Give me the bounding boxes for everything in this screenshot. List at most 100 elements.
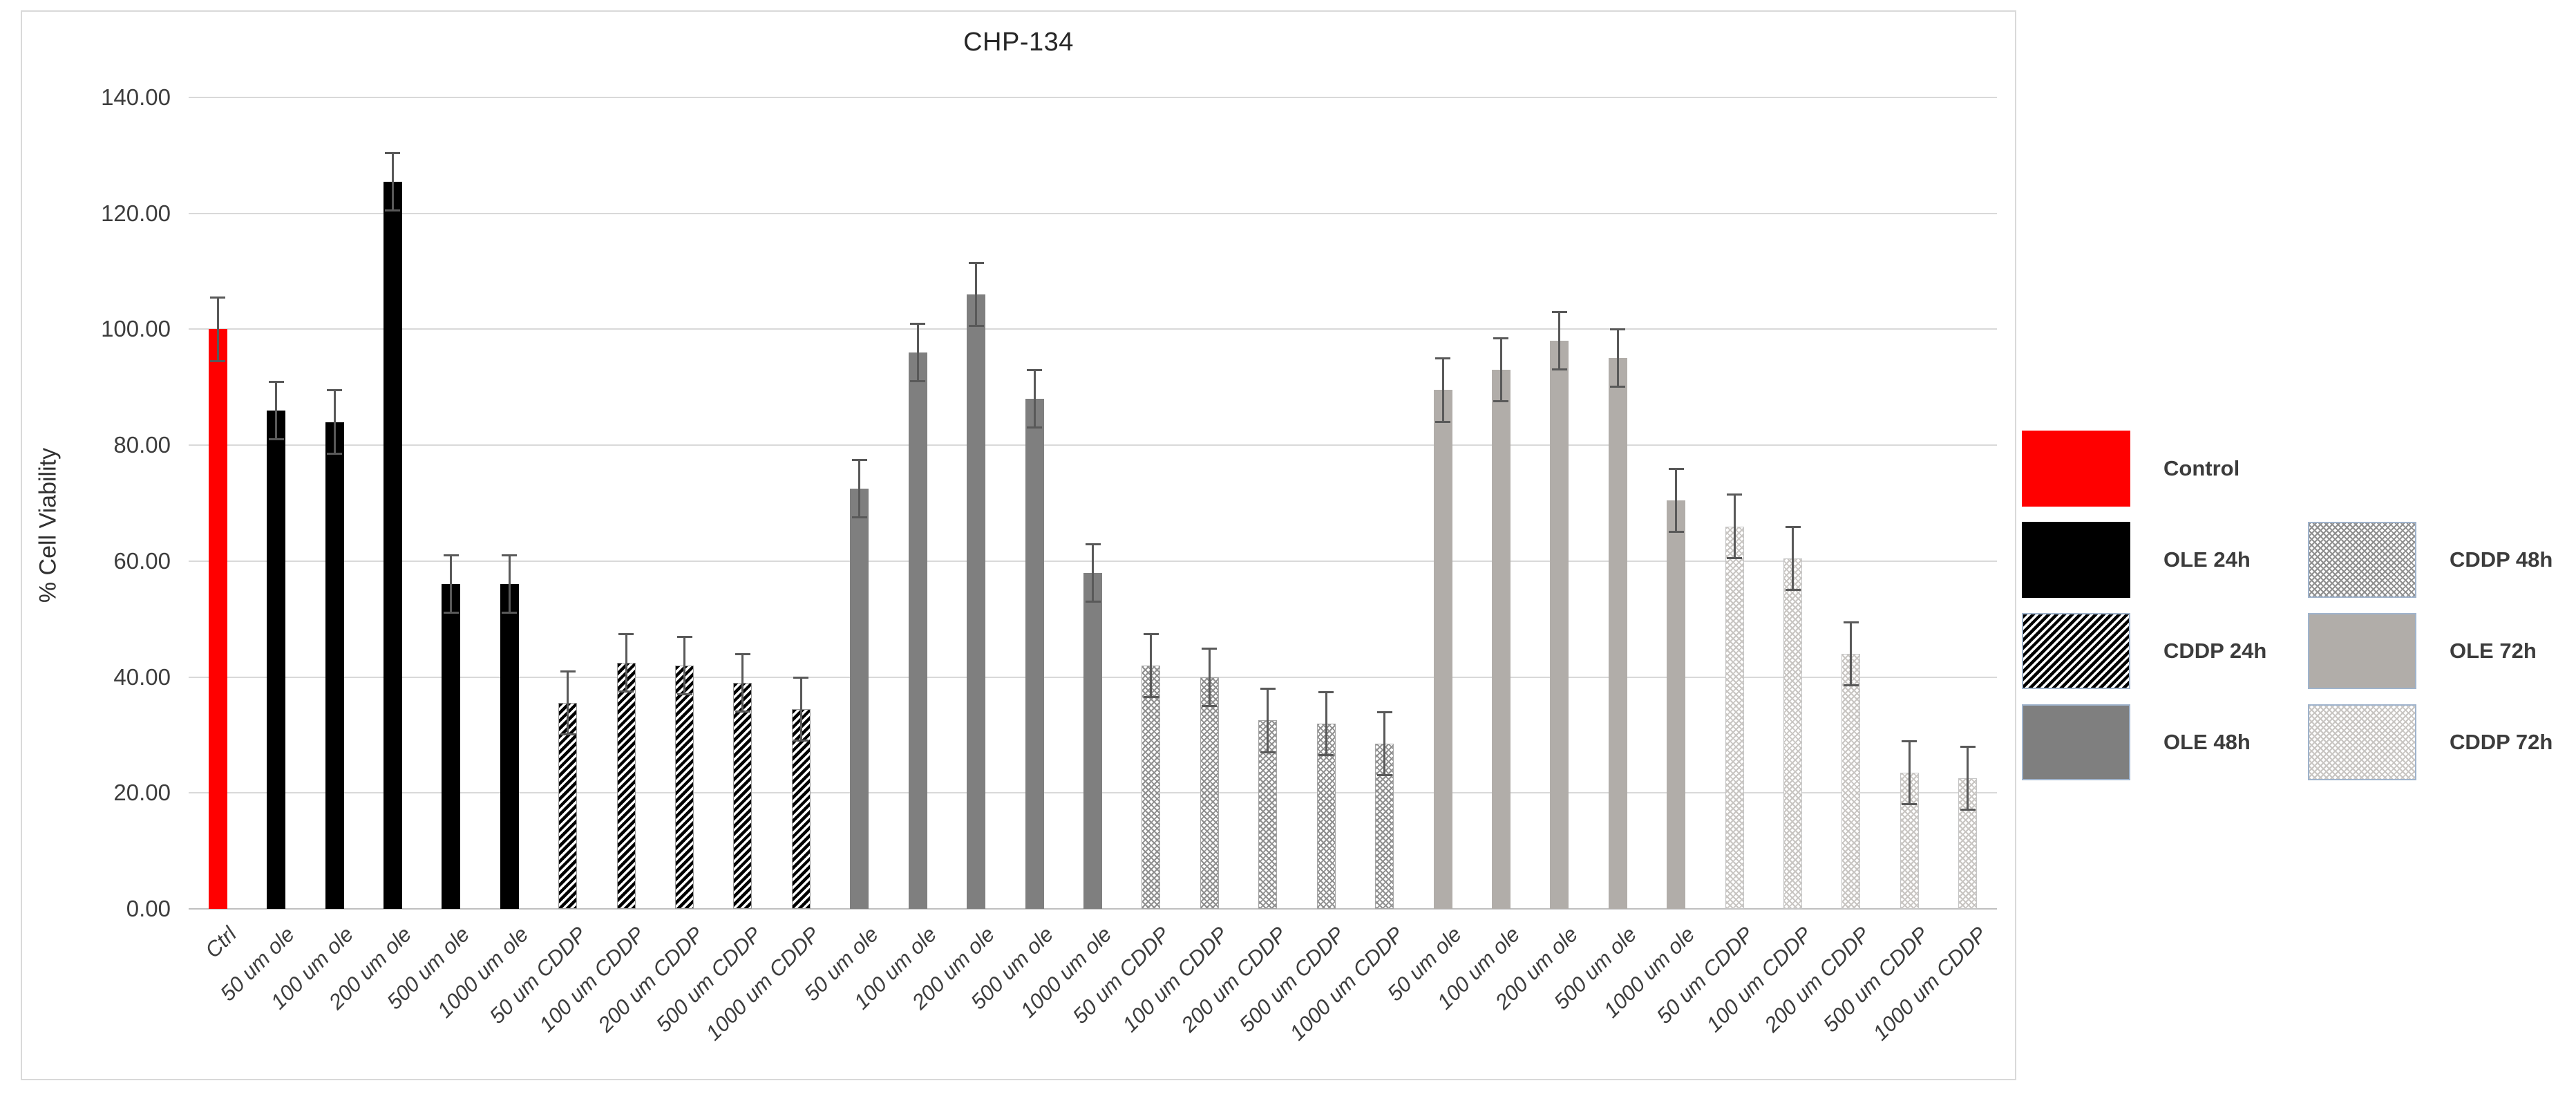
error-bar <box>1150 633 1153 697</box>
legend-swatch-control <box>2022 431 2130 507</box>
chart-area-border <box>21 10 2016 1080</box>
bar-ole-24h-200-um-ole <box>383 181 402 909</box>
bar-ole-24h-100-um-ole <box>325 422 344 909</box>
error-bar-cap <box>1376 711 1392 713</box>
y-tick-label: 140.00 <box>101 84 171 110</box>
error-bar-cap <box>1902 803 1917 806</box>
error-bar-cap <box>735 710 750 713</box>
error-bar <box>275 381 278 440</box>
error-bar <box>975 262 978 327</box>
legend-swatch-cddp-72h <box>2308 704 2416 780</box>
y-axis-title-text: % Cell Viability <box>35 447 61 603</box>
error-bar-cap <box>1260 688 1276 690</box>
y-tick-label: 100.00 <box>101 316 171 342</box>
bar-ole-48h-1000-um-ole <box>1083 572 1102 909</box>
bar-cddp-48h-100-um-cddp <box>1200 677 1219 909</box>
y-tick-label: 80.00 <box>113 432 171 458</box>
chart-title: CHP-134 <box>963 28 1074 57</box>
error-bar <box>799 677 802 741</box>
bar-ole-72h-100-um-ole <box>1491 370 1510 909</box>
bar-ole-24h-500-um-ole <box>442 584 461 909</box>
legend-label: CDDP 72h <box>2450 730 2553 754</box>
error-bar-cap <box>793 676 809 679</box>
error-bar-cap <box>1493 337 1509 339</box>
error-bar-cap <box>1960 809 1976 811</box>
error-bar-cap <box>1551 311 1567 314</box>
error-bar-cap <box>1785 525 1801 528</box>
error-bar-cap <box>1318 753 1334 756</box>
bar-ole-24h-50-um-ole <box>267 410 286 909</box>
error-bar-cap <box>793 739 809 742</box>
error-bar-cap <box>443 612 459 614</box>
error-bar <box>450 555 453 614</box>
error-bar <box>1967 746 1969 811</box>
bar-cddp-72h-200-um-cddp <box>1841 654 1861 909</box>
legend-label: OLE 72h <box>2450 639 2537 663</box>
error-bar <box>1558 312 1561 370</box>
legend-swatch-ole-24h <box>2022 522 2130 598</box>
legend-swatch-ole-72h <box>2308 613 2416 689</box>
error-bar-cap <box>1202 704 1218 707</box>
error-bar <box>333 390 336 454</box>
legend-swatch-ole-48h <box>2022 704 2130 780</box>
error-bar <box>567 671 569 735</box>
error-bar <box>1325 691 1327 755</box>
gridline <box>189 97 1997 98</box>
y-tick-label: 0.00 <box>126 896 171 921</box>
bar-ole-72h-1000-um-ole <box>1667 500 1686 909</box>
bar-cddp-72h-50-um-cddp <box>1725 526 1744 909</box>
error-bar <box>1792 526 1794 590</box>
error-bar-cap <box>327 452 343 455</box>
error-bar-cap <box>443 554 459 557</box>
error-bar <box>683 636 686 695</box>
error-bar-cap <box>1843 621 1859 623</box>
error-bar <box>1733 494 1736 558</box>
error-bar <box>1908 740 1911 805</box>
bar-ole-48h-500-um-ole <box>1025 399 1044 909</box>
error-bar <box>1092 543 1094 602</box>
error-bar <box>741 654 744 712</box>
x-axis-baseline <box>189 908 1997 910</box>
error-bar-cap <box>851 459 867 462</box>
bar-ole-72h-500-um-ole <box>1608 358 1627 909</box>
error-bar-cap <box>1143 632 1159 635</box>
error-bar <box>1033 370 1036 428</box>
error-bar <box>1850 621 1853 686</box>
legend-label: Control <box>2163 456 2240 480</box>
error-bar-cap <box>1493 400 1509 403</box>
error-bar-cap <box>618 690 634 693</box>
error-bar-cap <box>210 297 226 299</box>
bar-ole-48h-50-um-ole <box>850 489 869 909</box>
error-bar-cap <box>268 380 284 383</box>
error-bar-cap <box>1318 690 1334 693</box>
error-bar-cap <box>1027 426 1043 429</box>
y-tick-label: 40.00 <box>113 664 171 690</box>
error-bar-cap <box>1668 530 1684 533</box>
legend-swatch-cddp-24h <box>2022 613 2130 689</box>
error-bar-cap <box>1727 493 1743 496</box>
error-bar-cap <box>1085 600 1101 603</box>
error-bar <box>1441 358 1444 422</box>
y-tick-label: 120.00 <box>101 200 171 226</box>
error-bar <box>1675 468 1678 532</box>
error-bar-cap <box>1143 695 1159 698</box>
bar-control-ctrl <box>208 329 227 909</box>
bar-cddp-24h-1000-um-cddp <box>791 708 811 909</box>
error-bar-cap <box>618 632 634 635</box>
error-bar-cap <box>385 151 401 154</box>
bar-cddp-72h-100-um-cddp <box>1783 558 1803 909</box>
error-bar-cap <box>851 516 867 518</box>
error-bar-cap <box>560 670 576 673</box>
error-bar-cap <box>1027 369 1043 372</box>
error-bar <box>508 555 511 614</box>
error-bar <box>916 323 919 382</box>
error-bar-cap <box>502 554 518 557</box>
error-bar <box>1616 329 1619 388</box>
error-bar-cap <box>1085 543 1101 545</box>
error-bar-cap <box>560 733 576 736</box>
bar-ole-24h-1000-um-ole <box>500 584 519 909</box>
error-bar-cap <box>1843 684 1859 687</box>
error-bar-cap <box>1960 746 1976 749</box>
legend-label: CDDP 24h <box>2163 639 2267 663</box>
